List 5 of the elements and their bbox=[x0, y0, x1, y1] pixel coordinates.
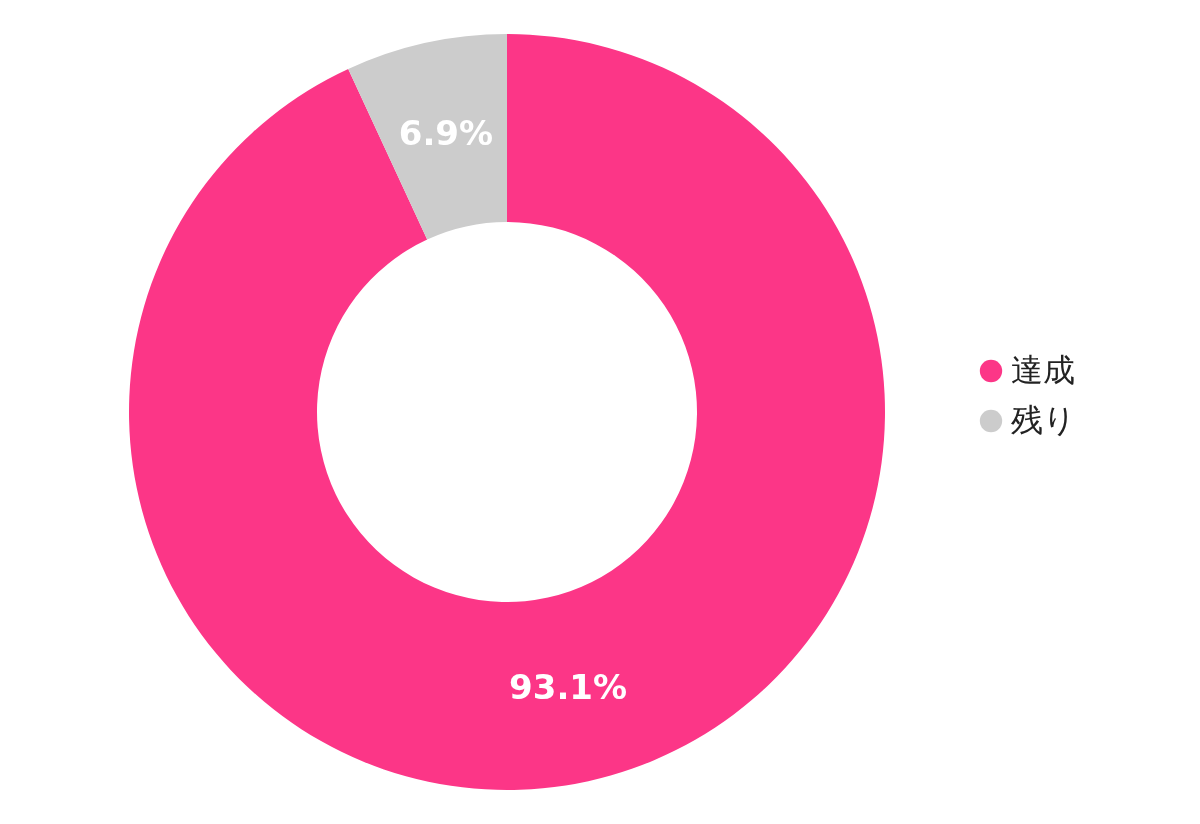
donut-slice bbox=[129, 34, 885, 790]
legend-label: 残り bbox=[1011, 401, 1076, 439]
data-label: 93.1% bbox=[509, 667, 628, 708]
donut-slice bbox=[348, 34, 507, 240]
legend-label: 達成 bbox=[1011, 351, 1075, 389]
